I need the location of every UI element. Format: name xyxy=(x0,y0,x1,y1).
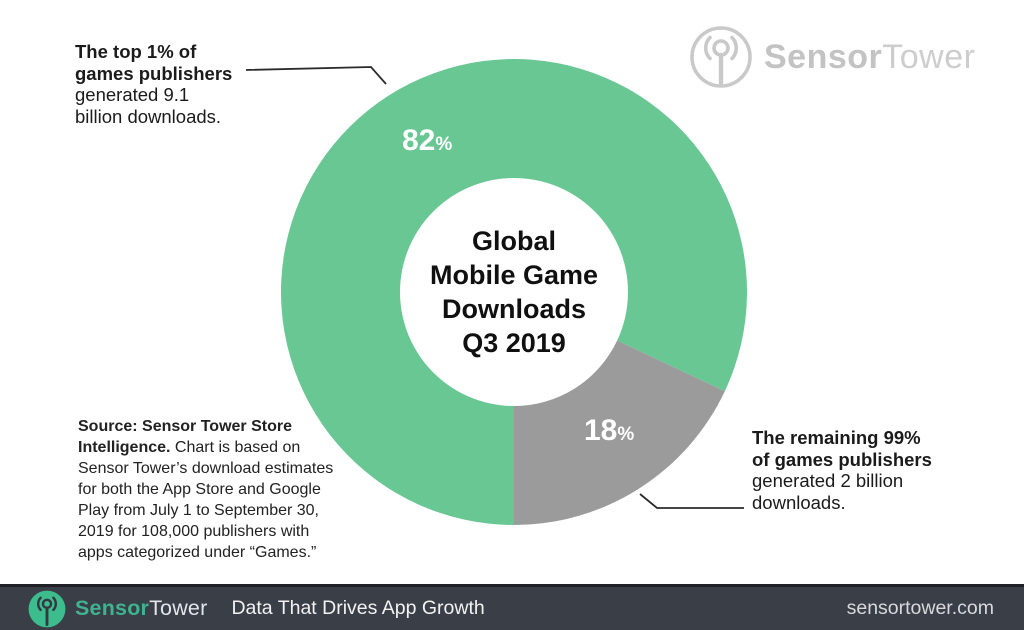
annotation-top-publishers: The top 1% of games publishers generated… xyxy=(75,41,232,127)
center-title-line: Mobile Game xyxy=(429,260,599,290)
donut-chart xyxy=(280,58,747,525)
annotation-line: games publishers xyxy=(75,62,233,84)
footer-bar: SensorTower Data That Drives App Growth … xyxy=(0,584,1024,630)
source-note: Source: Sensor Tower Store Intelligence.… xyxy=(78,416,378,563)
annotation-line: billion downloads. xyxy=(75,105,222,127)
annotation-remaining-publishers: The remaining 99% of games publishers ge… xyxy=(752,427,932,513)
source-line: 2019 for 108,000 publishers with xyxy=(78,523,310,540)
footer-tagline: Data That Drives App Growth xyxy=(231,597,485,619)
annotation-line: generated 9.1 xyxy=(75,84,190,105)
footer-logo xyxy=(28,590,66,628)
brand-tower: Tower xyxy=(149,596,208,620)
watermark-brand-text: SensorTower xyxy=(764,38,975,77)
brand-sensor: Sensor xyxy=(764,37,883,76)
center-title-line: Global xyxy=(471,226,556,256)
center-title-line: Downloads xyxy=(441,294,586,324)
slice-label-18: 18% xyxy=(584,414,634,448)
sensor-tower-logo-icon xyxy=(690,26,752,88)
donut-slice-1 xyxy=(514,340,725,525)
annotation-line: The remaining 99% xyxy=(752,427,921,448)
source-bold-part: Intelligence. xyxy=(78,439,171,456)
source-regular-part: Chart is based on xyxy=(170,439,301,456)
source-line: Sensor Tower’s download estimates xyxy=(78,460,334,477)
slice-label-82: 82% xyxy=(402,124,452,158)
footer-brand-text: SensorTower xyxy=(75,596,207,621)
footer-website: sensortower.com xyxy=(846,597,994,619)
annotation-line: The top 1% of xyxy=(75,41,197,62)
annotation-line: generated 2 billion xyxy=(752,470,904,491)
sensor-tower-logo-icon xyxy=(28,590,66,627)
annotation-line: downloads. xyxy=(752,491,846,513)
source-line: Play from July 1 to September 30, xyxy=(78,502,319,519)
source-line: Intelligence. Chart is based on xyxy=(78,437,378,458)
slice-value: 82 xyxy=(402,124,436,157)
brand-tower: Tower xyxy=(882,37,976,76)
percent-sign: % xyxy=(617,424,635,445)
donut-slice-0 xyxy=(280,58,747,525)
brand-sensor: Sensor xyxy=(75,596,150,620)
percent-sign: % xyxy=(435,134,453,155)
slice-value: 18 xyxy=(584,414,618,447)
source-line: apps categorized under “Games.” xyxy=(78,544,317,561)
source-line: Source: Sensor Tower Store xyxy=(78,418,292,435)
center-title-line: Q3 2019 xyxy=(462,328,566,358)
source-line: for both the App Store and Google xyxy=(78,481,321,498)
annotation-line: of games publishers xyxy=(752,448,932,470)
sensor-tower-watermark: SensorTower xyxy=(688,24,975,90)
chart-center-title: Global Mobile Game Downloads Q3 2019 xyxy=(384,224,644,360)
